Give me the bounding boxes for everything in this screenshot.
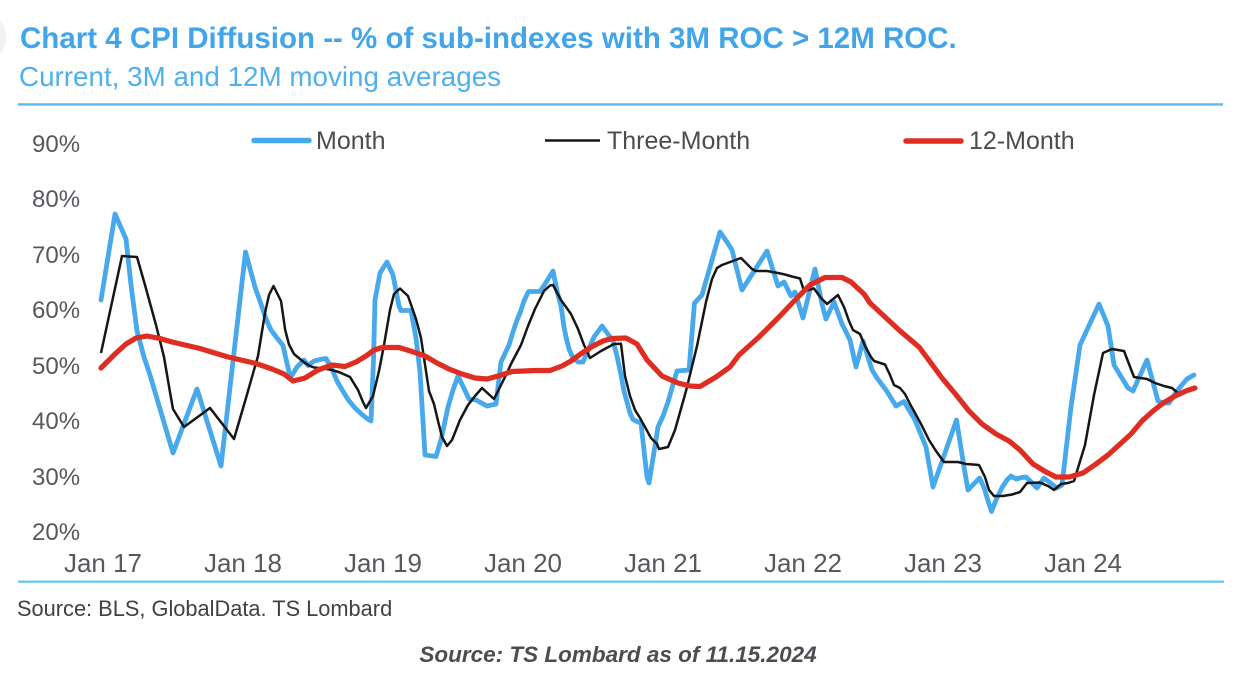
svg-text:60%: 60%	[32, 297, 80, 324]
svg-text:Jan 19: Jan 19	[344, 548, 422, 578]
svg-text:Jan 21: Jan 21	[624, 548, 702, 578]
svg-text:Jan 18: Jan 18	[204, 548, 282, 578]
svg-text:20%: 20%	[32, 519, 80, 546]
svg-text:Jan 22: Jan 22	[764, 548, 842, 578]
svg-text:Source: TS Lombard as of 11.15: Source: TS Lombard as of 11.15.2024	[419, 642, 817, 667]
svg-text:Month: Month	[316, 127, 385, 155]
svg-text:Jan 24: Jan 24	[1044, 548, 1122, 578]
svg-text:80%: 80%	[32, 186, 80, 213]
svg-text:30%: 30%	[32, 464, 80, 491]
svg-text:Three-Month: Three-Month	[607, 127, 750, 155]
svg-text:70%: 70%	[32, 242, 80, 269]
svg-text:90%: 90%	[32, 131, 80, 158]
svg-text:Jan 20: Jan 20	[484, 548, 562, 578]
svg-text:Jan 23: Jan 23	[904, 548, 982, 578]
svg-text:Chart 4 CPI Diffusion -- % of: Chart 4 CPI Diffusion -- % of sub-indexe…	[20, 22, 957, 55]
svg-text:Jan 17: Jan 17	[64, 548, 142, 578]
svg-text:12-Month: 12-Month	[969, 127, 1075, 155]
svg-text:Source: BLS, GlobalData. TS Lo: Source: BLS, GlobalData. TS Lombard	[17, 596, 392, 621]
svg-text:Current, 3M and 12M moving ave: Current, 3M and 12M moving averages	[19, 61, 501, 92]
svg-text:40%: 40%	[32, 408, 80, 435]
svg-text:50%: 50%	[32, 353, 80, 380]
